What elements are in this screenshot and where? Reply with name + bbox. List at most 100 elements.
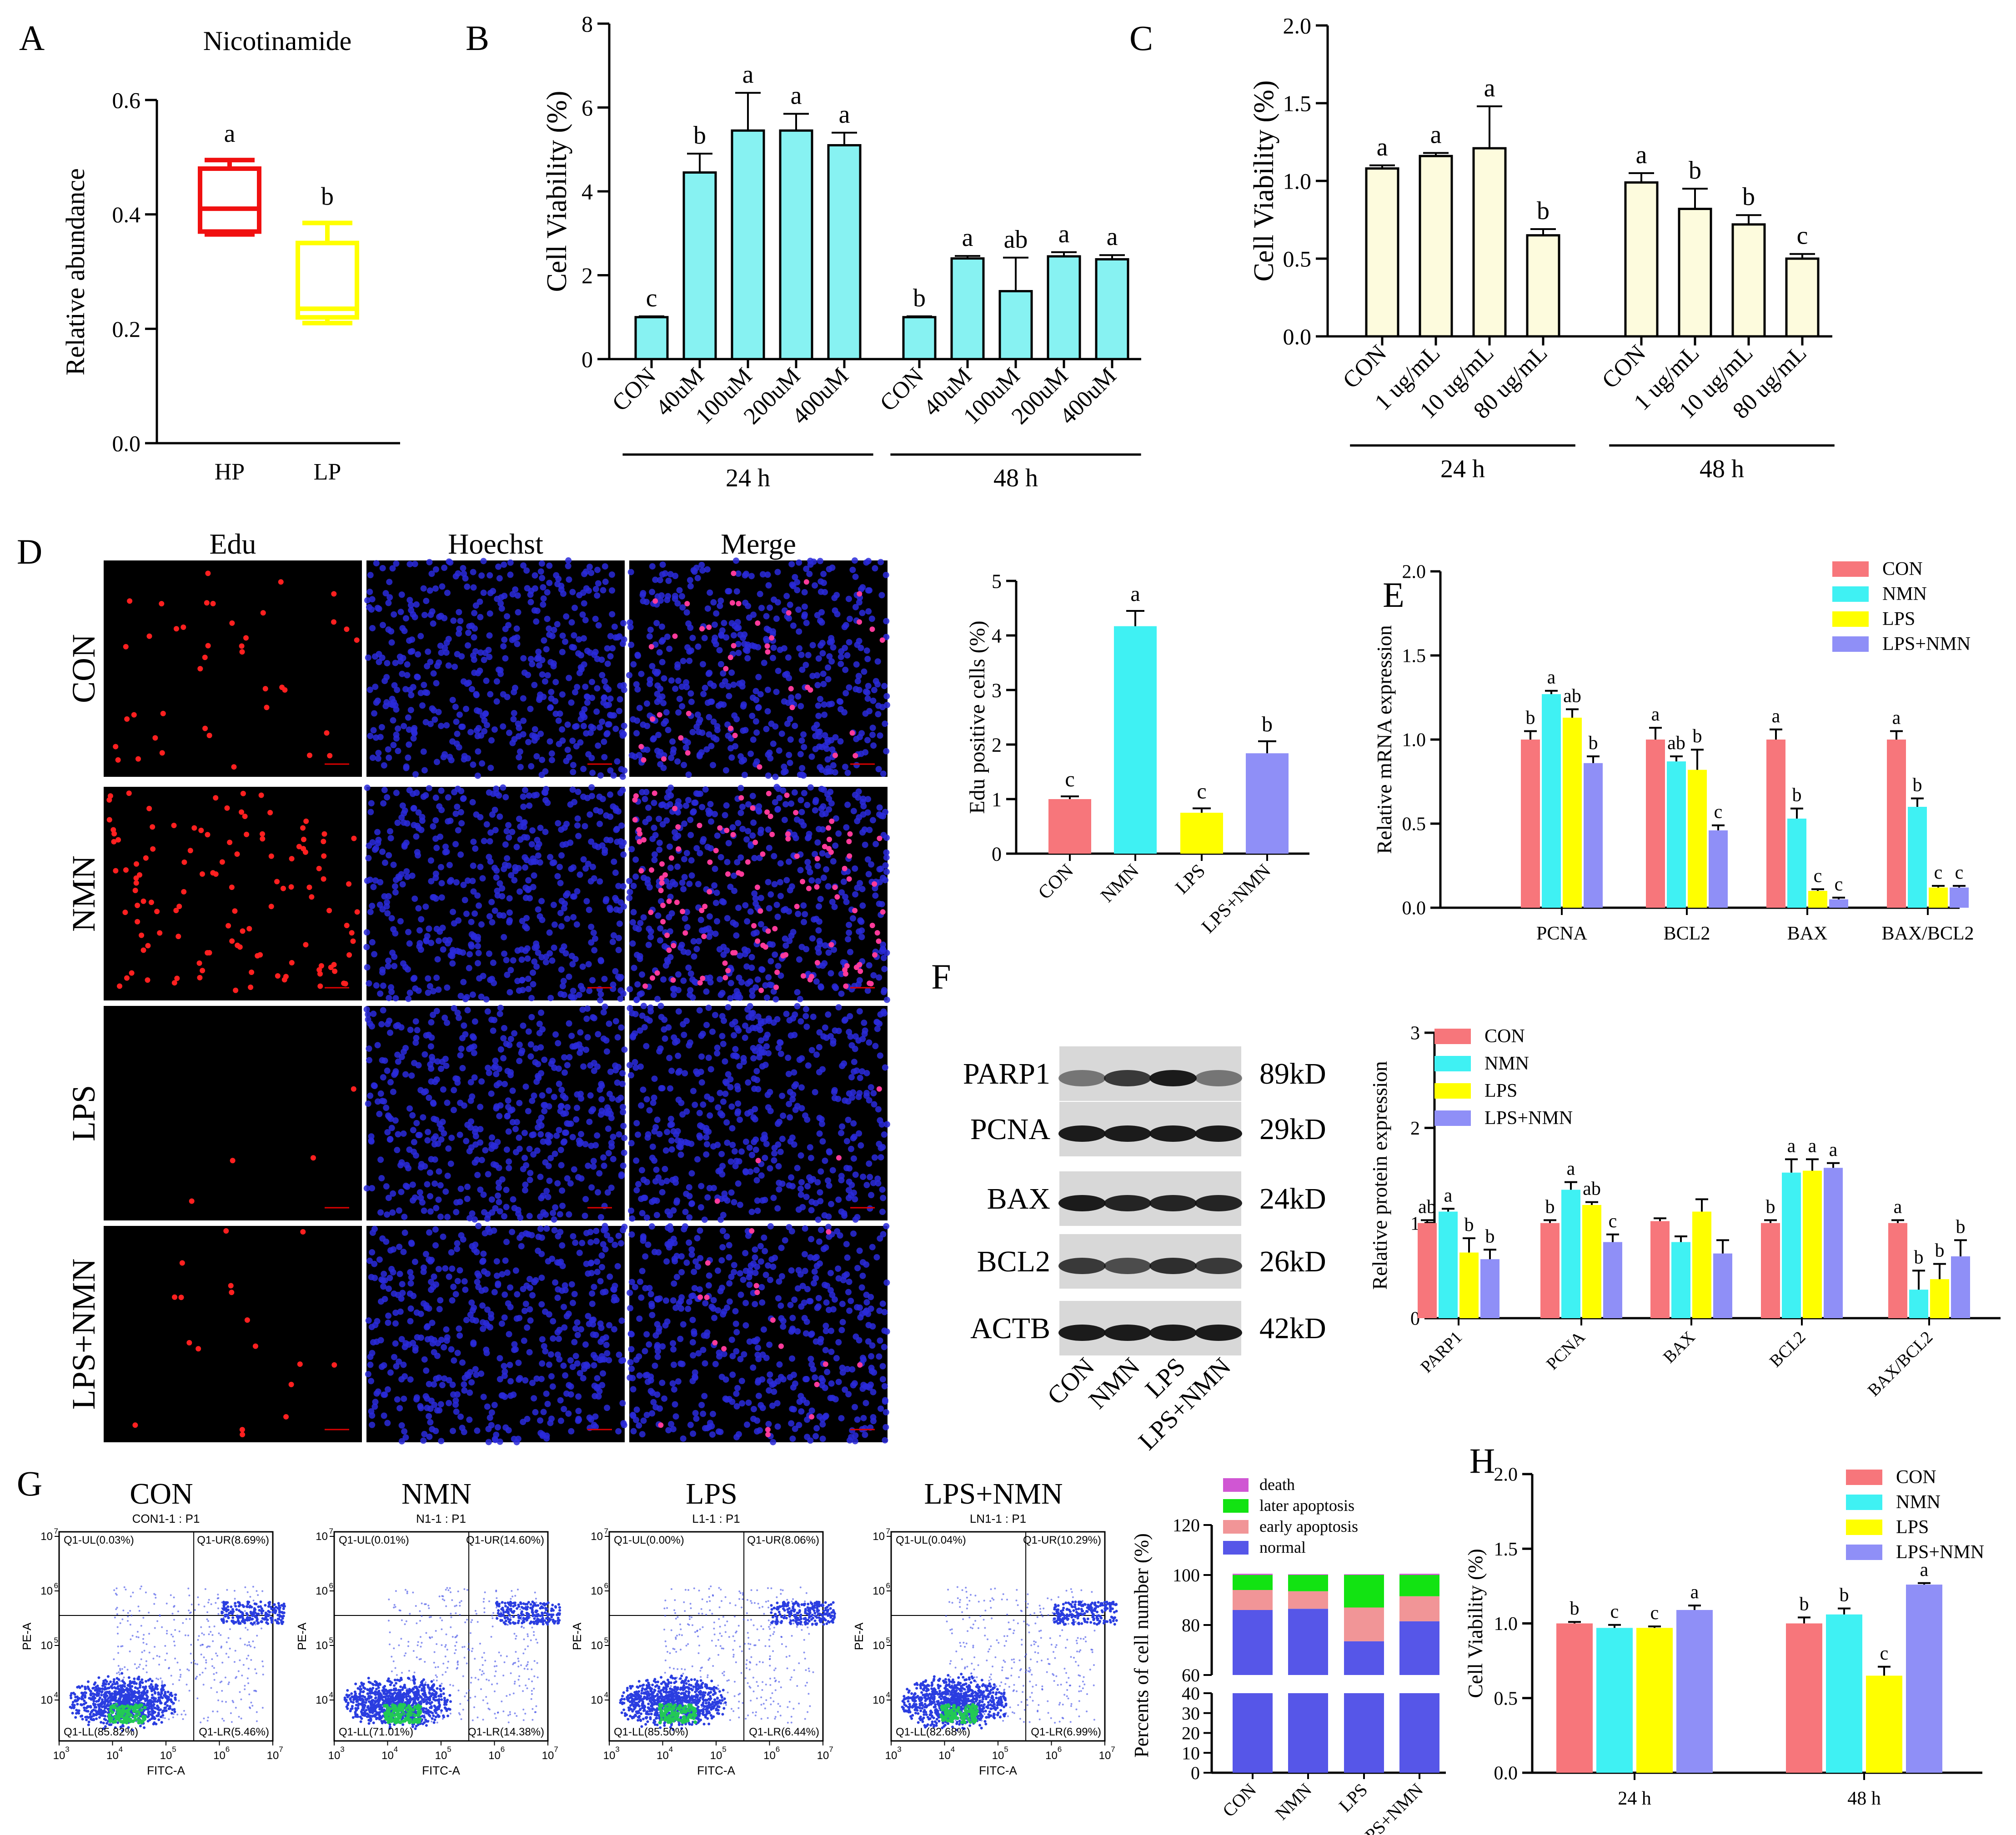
nucleus-dot xyxy=(532,1059,539,1066)
nucleus-dot xyxy=(791,1083,798,1090)
nucleus-dot xyxy=(578,1175,585,1182)
nucleus-dot xyxy=(853,1333,859,1340)
nucleus-dot xyxy=(477,614,484,620)
nucleus-dot xyxy=(870,1180,877,1186)
nucleus-dot xyxy=(507,1392,514,1399)
nucleus-dot xyxy=(453,879,460,886)
nucleus-dot xyxy=(415,987,422,994)
nucleus-dot xyxy=(737,785,744,791)
edu-dot xyxy=(682,930,688,936)
nucleus-dot xyxy=(817,1198,824,1205)
nucleus-dot xyxy=(748,1209,755,1215)
nucleus-dot xyxy=(852,573,859,580)
nucleus-dot xyxy=(820,680,827,687)
edu-dot xyxy=(728,725,734,731)
nucleus-dot xyxy=(755,1379,762,1386)
nucleus-dot xyxy=(522,923,529,930)
nucleus-dot xyxy=(457,851,464,858)
bar xyxy=(1782,1172,1801,1318)
nucleus-dot xyxy=(653,620,660,626)
nucleus-dot xyxy=(472,648,479,655)
nucleus-dot xyxy=(719,1244,726,1250)
nucleus-dot xyxy=(612,1241,618,1248)
nucleus-dot xyxy=(663,878,670,885)
nucleus-dot xyxy=(739,825,746,832)
nucleus-dot xyxy=(845,1289,852,1295)
nucleus-dot xyxy=(515,720,522,727)
nucleus-dot xyxy=(602,1246,609,1253)
nucleus-dot xyxy=(600,1154,607,1161)
nucleus-dot xyxy=(386,594,393,601)
nucleus-dot xyxy=(568,619,575,626)
nucleus-dot xyxy=(566,1211,572,1218)
nucleus-dot xyxy=(714,1050,721,1057)
nucleus-dot xyxy=(714,1045,721,1051)
nucleus-dot xyxy=(619,640,626,647)
nucleus-dot xyxy=(365,1100,371,1107)
nucleus-dot xyxy=(399,670,406,677)
nucleus-dot xyxy=(364,785,371,791)
nucleus-dot xyxy=(781,763,787,770)
nucleus-dot xyxy=(494,1424,501,1431)
nucleus-dot xyxy=(548,750,555,757)
edu-dot xyxy=(191,825,197,831)
box xyxy=(198,166,261,234)
edu-dot xyxy=(178,1295,184,1300)
edu-dot xyxy=(324,730,330,736)
nucleus-dot xyxy=(407,1305,414,1312)
edu-dot xyxy=(124,716,130,722)
nucleus-dot xyxy=(548,1373,555,1380)
nucleus-dot xyxy=(651,800,657,806)
nucleus-dot xyxy=(550,1318,557,1325)
nucleus-dot xyxy=(460,979,467,985)
nucleus-dot xyxy=(767,1378,773,1385)
legend-swatch xyxy=(1434,1029,1471,1044)
y-tick-label: 1 xyxy=(992,788,1002,810)
nucleus-dot xyxy=(677,1360,684,1367)
nucleus-dot xyxy=(791,789,798,796)
nucleus-dot xyxy=(427,1043,434,1050)
nucleus-dot xyxy=(594,685,601,692)
edu-dot xyxy=(154,909,160,915)
nucleus-dot xyxy=(627,889,633,895)
nucleus-dot xyxy=(390,742,397,749)
nucleus-dot xyxy=(506,834,512,841)
nucleus-dot xyxy=(864,796,871,803)
nucleus-dot xyxy=(568,1281,575,1288)
nucleus-dot xyxy=(421,1431,428,1438)
nucleus-dot xyxy=(388,984,395,991)
nucleus-dot xyxy=(409,1181,416,1188)
nucleus-dot xyxy=(720,951,727,958)
nucleus-dot xyxy=(611,623,618,630)
nucleus-dot xyxy=(500,1035,507,1042)
nucleus-dot xyxy=(716,1350,722,1356)
nucleus-dot xyxy=(880,989,887,995)
nucleus-dot xyxy=(760,1326,767,1333)
nucleus-dot xyxy=(757,1258,764,1265)
nucleus-dot xyxy=(663,1258,670,1265)
nucleus-dot xyxy=(860,1415,867,1421)
nucleus-dot xyxy=(722,1058,728,1065)
nucleus-dot xyxy=(667,1121,674,1128)
nucleus-dot xyxy=(852,891,859,898)
nucleus-dot xyxy=(537,1430,544,1436)
edu-dot xyxy=(829,818,835,824)
nucleus-dot xyxy=(542,790,549,796)
nucleus-dot xyxy=(726,1298,733,1305)
nucleus-dot xyxy=(682,744,689,751)
nucleus-dot xyxy=(679,703,686,710)
nucleus-dot xyxy=(601,738,607,745)
nucleus-dot xyxy=(570,1233,577,1240)
nucleus-dot xyxy=(392,1320,399,1327)
nucleus-dot xyxy=(720,1040,727,1047)
nucleus-dot xyxy=(527,1053,534,1060)
bar xyxy=(1766,740,1785,908)
legend-label: CON xyxy=(1882,559,1923,580)
nucleus-dot xyxy=(419,1199,426,1206)
nucleus-dot xyxy=(512,1125,519,1132)
x-tick-label: BAX/BCL2 xyxy=(1864,1328,1937,1400)
nucleus-dot xyxy=(659,1085,666,1092)
nucleus-dot xyxy=(433,975,440,981)
edu-dot xyxy=(341,980,347,986)
nucleus-dot xyxy=(449,953,456,960)
